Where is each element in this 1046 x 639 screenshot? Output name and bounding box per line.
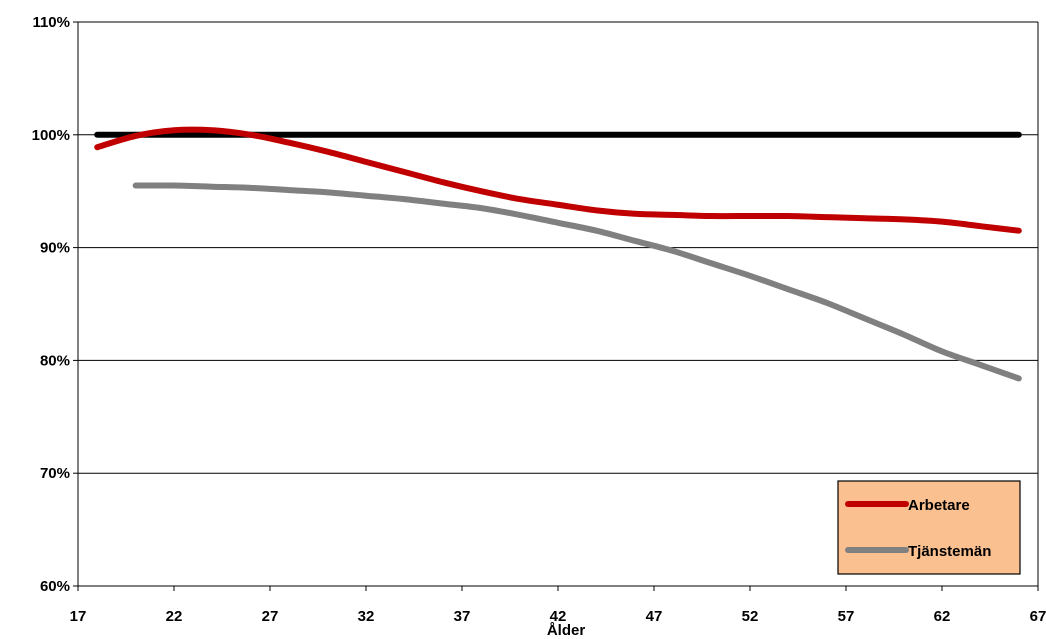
series-line-arbetare <box>94 126 1022 234</box>
legend-label-arbetare: Arbetare <box>908 497 970 514</box>
x-tick-label: 22 <box>166 608 183 625</box>
y-tick-label: 90% <box>40 240 70 257</box>
legend-label-tjanstemän: Tjänstemän <box>908 543 991 560</box>
x-tick-label: 17 <box>70 608 87 625</box>
y-tick-label: 60% <box>40 578 70 595</box>
x-tick-label: 52 <box>742 608 759 625</box>
legend-box <box>837 480 1021 575</box>
x-tick-label: 47 <box>646 608 663 625</box>
x-tick-label: 27 <box>262 608 279 625</box>
x-tick-label: 42 <box>550 608 567 625</box>
series-line-tjanstemän <box>132 182 1022 382</box>
x-axis-title: Ålder <box>547 622 586 639</box>
x-tick-label: 57 <box>838 608 855 625</box>
axes <box>73 21 1039 591</box>
series-layer <box>94 126 1022 382</box>
x-tick-labels: 17 22 27 32 37 42 47 52 57 62 67 <box>70 608 1046 625</box>
x-tick-label: 67 <box>1030 608 1046 625</box>
x-tick-label: 32 <box>358 608 375 625</box>
legend: Arbetare Tjänstemän <box>837 480 1021 575</box>
x-tick-label: 37 <box>454 608 471 625</box>
y-tick-labels: 60% 70% 80% 90% 100% 110% <box>32 14 70 595</box>
y-tick-label: 110% <box>32 14 70 31</box>
x-tick-label: 62 <box>934 608 951 625</box>
y-tick-label: 80% <box>40 352 70 369</box>
y-tick-label: 100% <box>32 127 70 144</box>
y-tick-label: 70% <box>40 465 70 482</box>
